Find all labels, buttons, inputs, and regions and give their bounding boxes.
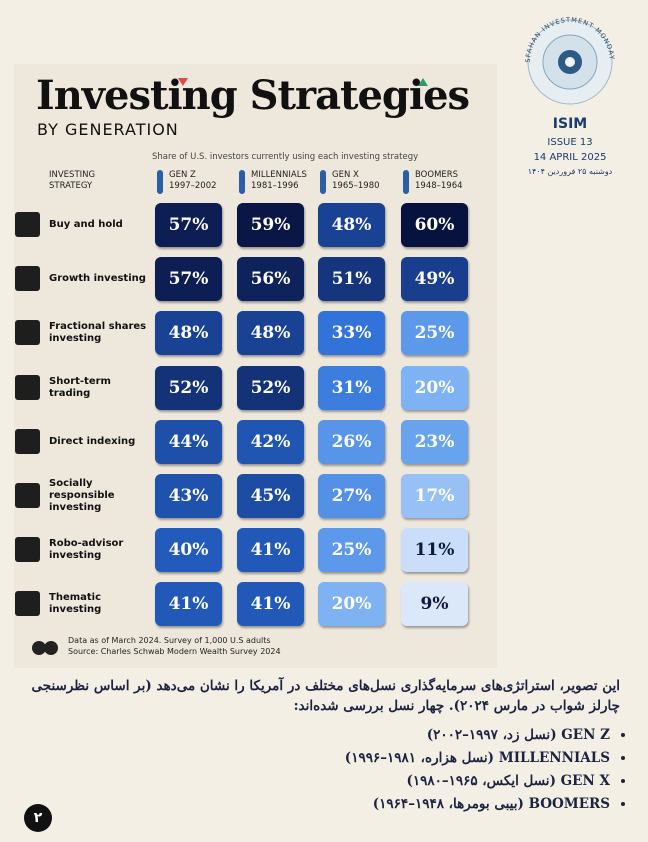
- person-icon: [403, 170, 409, 194]
- logo-text: ISIM: [552, 116, 588, 132]
- cell: 43%: [155, 474, 222, 518]
- row-icon: [15, 537, 40, 563]
- cell: 48%: [237, 311, 304, 356]
- bullet: GEN X (نسل ایکس، ۱۹۶۵–۱۹۸۰): [20, 770, 610, 793]
- cell: 48%: [318, 203, 385, 247]
- cell: 52%: [155, 365, 222, 410]
- column-years: 1981–1996: [251, 181, 299, 191]
- cell: 27%: [318, 474, 385, 518]
- ring-text: ISFAHAN INVESTMENT MONDAYS: [0, 0, 615, 63]
- title: Investing Strategies: [36, 72, 470, 119]
- column-header: GEN X 1965–1980: [332, 170, 380, 192]
- person-icon: [157, 170, 163, 194]
- cell: 57%: [155, 257, 222, 302]
- issue: ISSUE 13: [547, 137, 593, 148]
- subtitle: BY GENERATION: [37, 120, 179, 139]
- column-header: GEN Z 1997–2002: [169, 170, 217, 192]
- row-icon: [15, 212, 40, 237]
- bullet: GEN Z (نسل زد، ۱۹۹۷–۲۰۰۲): [20, 724, 610, 747]
- cell: 48%: [155, 311, 222, 356]
- column-name: MILLENNIALS: [251, 170, 307, 180]
- cell: 25%: [401, 311, 468, 356]
- cell: 56%: [237, 257, 304, 302]
- cell: 60%: [401, 203, 468, 247]
- cell: 41%: [155, 582, 222, 627]
- row-label: Fractional shares investing: [49, 321, 147, 345]
- row-icon: [15, 266, 40, 292]
- column-header: BOOMERS 1948–1964: [415, 170, 463, 192]
- date: 14 APRIL 2025: [533, 152, 607, 163]
- cell: 11%: [401, 528, 468, 573]
- cell: 23%: [401, 419, 468, 464]
- cell: 51%: [318, 257, 385, 302]
- row-label: Growth investing: [49, 273, 146, 285]
- cell: 9%: [401, 582, 468, 627]
- row-label: Buy and hold: [49, 219, 123, 230]
- column-name: BOOMERS: [415, 170, 459, 180]
- cell: 41%: [237, 582, 304, 627]
- row-icon: [15, 374, 40, 400]
- column-years: 1948–1964: [415, 181, 463, 191]
- cell: 59%: [237, 203, 304, 247]
- accent: [178, 78, 188, 86]
- cell: 17%: [401, 474, 468, 518]
- row-label: Direct indexing: [49, 435, 136, 447]
- row-icon: [15, 483, 40, 508]
- bullet: BOOMERS (بیبی بومرها، ۱۹۴۸–۱۹۶۴): [20, 793, 610, 816]
- cell: 57%: [155, 203, 222, 247]
- date-fa: دوشنبه ۲۵ فروردین ۱۴۰۴: [527, 167, 613, 176]
- bullet: MILLENNIALS (نسل هزاره، ۱۹۸۱–۱۹۹۶): [20, 747, 610, 770]
- row-header: INVESTING STRATEGY: [49, 170, 96, 191]
- row-label: Short-term trading: [49, 375, 111, 399]
- cell: 52%: [237, 365, 304, 410]
- page-number: ۲: [24, 804, 52, 832]
- cell: 26%: [318, 419, 385, 464]
- row-label: Thematic investing: [49, 592, 102, 616]
- row-label: Robo-advisor investing: [49, 538, 124, 562]
- cell: 33%: [318, 311, 385, 356]
- cell: 20%: [401, 365, 468, 410]
- source: Source: Charles Schwab Modern Wealth Sur…: [68, 647, 281, 656]
- cell: 25%: [318, 528, 385, 573]
- row-icon: [15, 591, 40, 617]
- column-years: 1997–2002: [169, 181, 217, 191]
- cell: 45%: [237, 474, 304, 518]
- column-name: GEN Z: [169, 170, 196, 180]
- cell: 41%: [237, 528, 304, 573]
- column-name: GEN X: [332, 170, 359, 180]
- row-icon: [15, 320, 40, 346]
- accent: [418, 78, 428, 86]
- bullet-list: GEN Z (نسل زد، ۱۹۹۷–۲۰۰۲)MILLENNIALS (نس…: [20, 724, 630, 816]
- ring-text: ISFAHAN INVESTMENT MONDAYS: [0, 0, 616, 63]
- row-icon: [15, 428, 40, 454]
- cell: 49%: [401, 257, 468, 302]
- cell: 42%: [237, 419, 304, 464]
- cell: 20%: [318, 582, 385, 627]
- note: Share of U.S. investors currently using …: [152, 152, 419, 162]
- row-label: Socially responsible investing: [49, 478, 115, 513]
- paragraph: این تصویر، استراتژی‌های سرمایه‌گذاری نسل…: [31, 678, 621, 714]
- data-note: Data as of March 2024. Survey of 1,000 U…: [68, 636, 271, 645]
- person-icon: [320, 170, 326, 194]
- cell: 44%: [155, 419, 222, 464]
- cell: 31%: [318, 365, 385, 410]
- cell: 40%: [155, 528, 222, 573]
- person-icon: [239, 170, 245, 194]
- column-header: MILLENNIALS 1981–1996: [251, 170, 307, 192]
- source-logo: [32, 641, 58, 655]
- column-years: 1965–1980: [332, 181, 380, 191]
